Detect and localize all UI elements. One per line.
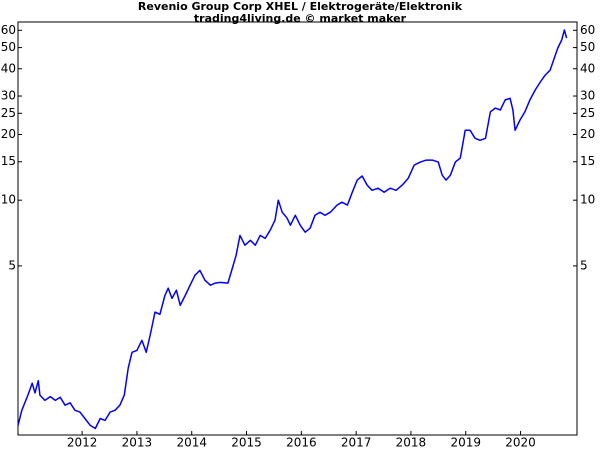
x-tick-label: 2017: [341, 436, 372, 450]
y-tick-label: 15: [1, 154, 16, 168]
y2-tick-label: 20: [580, 127, 595, 141]
price-line: [17, 29, 568, 430]
y-tick-label: 20: [1, 127, 16, 141]
y-tick-label: 25: [1, 106, 16, 120]
y2-tick-label: 40: [580, 61, 595, 75]
chart-subtitle: trading4living.de © market maker: [194, 12, 407, 25]
y-tick-label: 10: [1, 193, 16, 207]
y2-tick-label: 50: [580, 40, 595, 54]
y-tick-label: 40: [1, 61, 16, 75]
x-tick-label: 2020: [505, 436, 536, 450]
x-tick-label: 2018: [396, 436, 427, 450]
x-tick-label: 2013: [122, 436, 153, 450]
y2-tick-label: 30: [580, 89, 595, 103]
x-tick-label: 2019: [450, 436, 481, 450]
x-tick-label: 2015: [231, 436, 262, 450]
y-tick-label: 60: [1, 23, 16, 37]
x-tick-label: 2016: [286, 436, 317, 450]
x-tick-label: 2014: [176, 436, 207, 450]
plot-frame: [17, 21, 578, 436]
y2-tick-label: 15: [580, 154, 595, 168]
y2-tick-label: 60: [580, 23, 595, 37]
y-tick-label: 5: [8, 258, 16, 272]
y-tick-label: 50: [1, 40, 16, 54]
y2-tick-label: 5: [580, 258, 588, 272]
chart-title: Revenio Group Corp XHEL / Elektrogeräte/…: [138, 0, 463, 13]
x-tick-label: 2012: [67, 436, 98, 450]
y2-tick-label: 10: [580, 193, 595, 207]
y-tick-label: 30: [1, 89, 16, 103]
y2-tick-label: 25: [580, 106, 595, 120]
